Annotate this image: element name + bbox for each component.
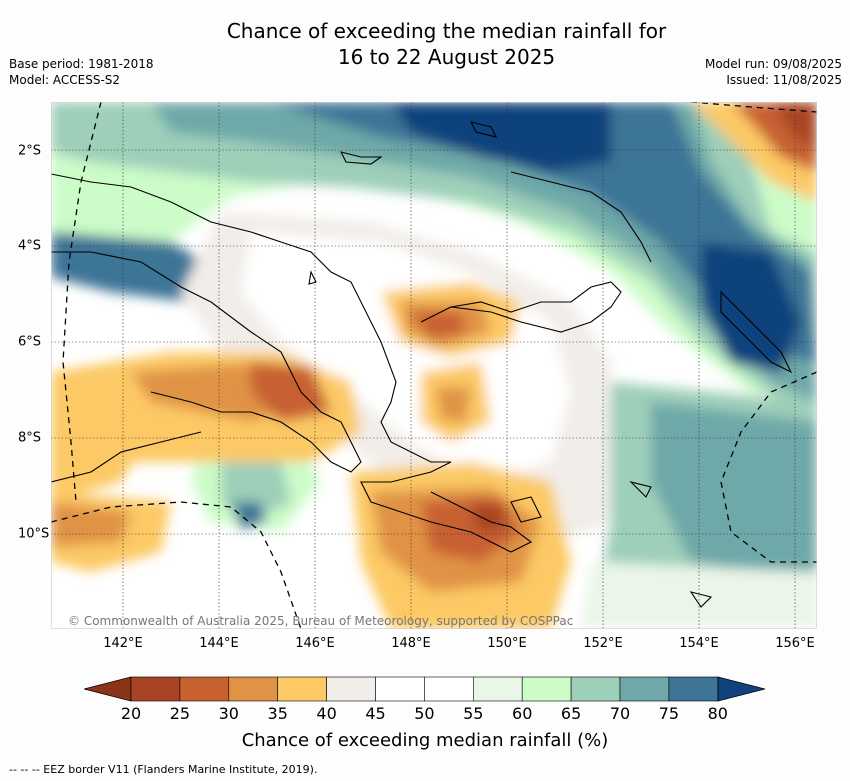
meta-right: Model run: 09/08/2025 Issued: 11/08/2025 xyxy=(705,56,842,88)
x-tick-156: 156°E xyxy=(775,636,815,651)
colorbar-tick-label: 40 xyxy=(316,704,337,723)
colorbar-cell xyxy=(521,676,572,702)
colorbar-low-arrow xyxy=(84,676,132,702)
colorbar-cell xyxy=(570,676,621,702)
colorbar-cell xyxy=(668,676,719,702)
colorbar-tick-label: 65 xyxy=(560,704,582,723)
colorbar-cell xyxy=(375,676,425,702)
map-title: Chance of exceeding the median rainfall … xyxy=(0,18,850,70)
y-tick-4s: 4°S xyxy=(18,238,42,254)
colorbar-tick-label: 80 xyxy=(707,704,728,723)
colorbar-cell xyxy=(472,676,523,702)
y-tick-6s: 6°S xyxy=(18,334,42,350)
colorbar-tick-label: 50 xyxy=(414,704,435,723)
y-tick-10s: 10°S xyxy=(18,526,50,542)
eez-border xyxy=(51,102,817,629)
colorbar-tick-label: 75 xyxy=(658,704,680,723)
coastlines xyxy=(51,121,793,608)
x-tick-146: 146°E xyxy=(295,636,335,651)
y-tick-2s: 2°S xyxy=(18,143,42,159)
colorbar-high-arrow xyxy=(717,676,766,702)
x-tick-144: 144°E xyxy=(199,636,239,651)
base-period: Base period: 1981-2018 xyxy=(9,57,154,71)
x-tick-148: 148°E xyxy=(391,636,431,651)
colorbar-tick-label: 35 xyxy=(267,704,288,723)
colorbar-cell xyxy=(619,676,670,702)
colorbar-tick-label: 20 xyxy=(120,704,142,723)
title-line-2: 16 to 22 August 2025 xyxy=(337,45,556,69)
copyright-text: © Commonwealth of Australia 2025, Bureau… xyxy=(68,614,573,628)
colorbar-title: Chance of exceeding median rainfall (%) xyxy=(241,730,609,751)
colorbar-tick-label: 70 xyxy=(609,704,631,723)
meta-left: Base period: 1981-2018 Model: ACCESS-S2 xyxy=(9,56,154,88)
rainfall-map: © Commonwealth of Australia 2025, Bureau… xyxy=(51,102,817,629)
model-name: Model: ACCESS-S2 xyxy=(9,73,121,87)
map-frame xyxy=(51,102,817,629)
issued-date: Issued: 11/08/2025 xyxy=(726,73,842,87)
colorbar-tick-label: 60 xyxy=(512,704,533,723)
model-run: Model run: 09/08/2025 xyxy=(704,57,842,71)
probability-field xyxy=(51,102,817,629)
title-line-1: Chance of exceeding the median rainfall … xyxy=(226,19,667,43)
x-tick-154: 154°E xyxy=(679,636,719,651)
colorbar-cell xyxy=(228,676,279,702)
x-tick-152: 152°E xyxy=(583,636,623,651)
colorbar-tick-label: 45 xyxy=(365,704,386,723)
colorbar-tick-label: 55 xyxy=(463,704,484,723)
colorbar xyxy=(84,676,766,702)
colorbar-cell xyxy=(326,676,376,702)
colorbar-cell xyxy=(179,676,230,702)
y-tick-8s: 8°S xyxy=(18,430,42,446)
colorbar-cell xyxy=(277,676,327,702)
graticule xyxy=(51,102,817,629)
colorbar-cell xyxy=(130,676,181,702)
x-tick-142: 142°E xyxy=(103,636,143,651)
eez-legend: -- -- -- EEZ border V11 (Flanders Marine… xyxy=(9,763,318,776)
colorbar-tick-label: 25 xyxy=(169,704,191,723)
colorbar-cell xyxy=(424,676,474,702)
x-tick-150: 150°E xyxy=(487,636,527,651)
colorbar-cells xyxy=(130,676,719,702)
colorbar-tick-label: 30 xyxy=(218,704,239,723)
